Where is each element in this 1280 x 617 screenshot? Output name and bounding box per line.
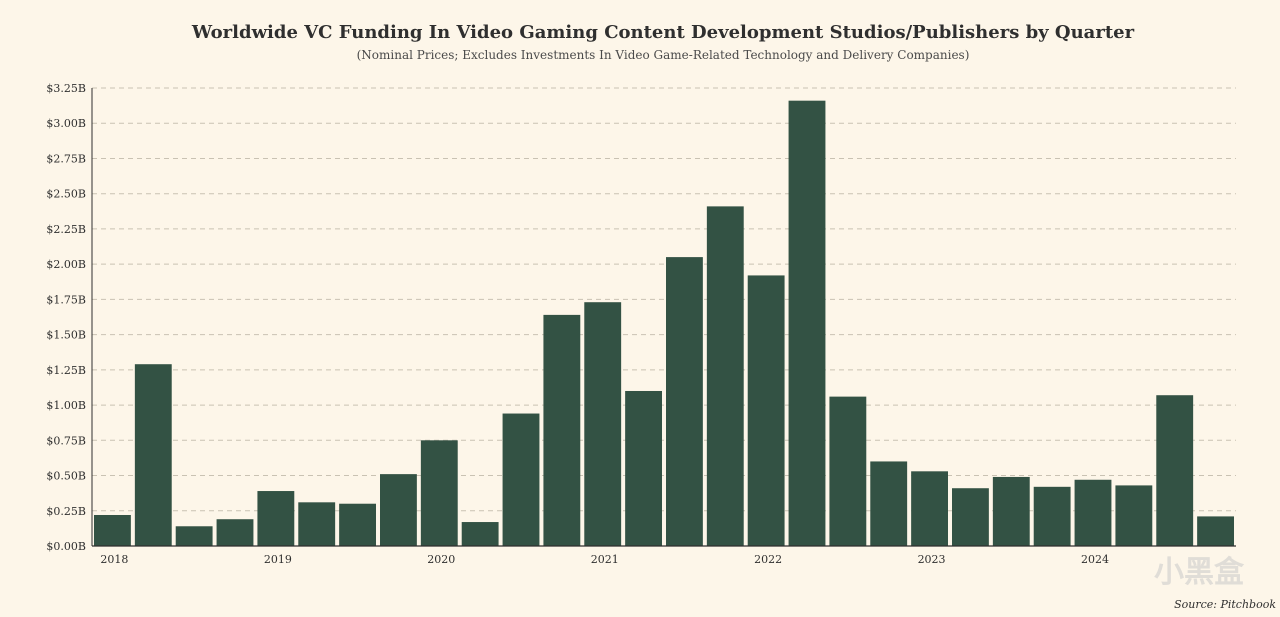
bar — [420, 440, 458, 546]
x-tick-label: 2019 — [264, 553, 292, 566]
bar — [502, 413, 540, 546]
y-tick-label: $3.25B — [46, 82, 86, 95]
y-tick-label: $2.50B — [46, 188, 86, 201]
bar — [829, 396, 867, 546]
x-tick-label: 2024 — [1081, 553, 1109, 566]
bar — [543, 314, 581, 546]
y-tick-label: $0.25B — [46, 505, 86, 518]
x-tick-label: 2021 — [591, 553, 619, 566]
bar — [380, 474, 417, 546]
bar — [1197, 516, 1234, 546]
watermark-logo: 小黑盒 — [1154, 555, 1244, 590]
y-tick-label: $3.00B — [46, 117, 86, 130]
bar — [1115, 485, 1153, 546]
bar — [911, 471, 948, 546]
y-tick-label: $1.25B — [46, 364, 86, 377]
y-tick-label: $0.50B — [46, 470, 86, 483]
chart-title: Worldwide VC Funding In Video Gaming Con… — [191, 22, 1135, 43]
bar — [706, 206, 744, 547]
bar — [339, 503, 376, 546]
bar — [870, 461, 908, 546]
bar — [461, 522, 499, 546]
y-tick-label: $0.00B — [46, 540, 86, 553]
bar — [992, 476, 1030, 546]
chart-subtitle: (Nominal Prices; Excludes Investments In… — [356, 48, 970, 62]
bar — [1156, 395, 1194, 546]
x-tick-label: 2023 — [918, 553, 946, 566]
y-tick-label: $2.00B — [46, 258, 86, 271]
bar — [94, 514, 131, 546]
y-tick-label: $2.25B — [46, 223, 86, 236]
y-tick-label: $1.00B — [46, 399, 86, 412]
bar — [788, 100, 826, 546]
bar — [257, 491, 295, 546]
x-tick-label: 2020 — [427, 553, 455, 566]
bar — [625, 390, 662, 546]
bar — [747, 275, 785, 546]
x-tick-label: 2018 — [100, 553, 128, 566]
x-tick-label: 2022 — [754, 553, 782, 566]
y-tick-label: $1.75B — [46, 293, 86, 306]
bar — [952, 488, 989, 546]
source-note: Source: Pitchbook — [1174, 598, 1276, 611]
bar — [1074, 479, 1112, 546]
bar — [584, 302, 622, 546]
bar — [175, 526, 213, 546]
bar — [134, 364, 172, 546]
bar — [1033, 486, 1071, 546]
bar — [298, 502, 336, 546]
bar — [666, 257, 703, 546]
y-tick-label: $2.75B — [46, 152, 86, 165]
y-tick-label: $0.75B — [46, 434, 86, 447]
y-tick-label: $1.50B — [46, 329, 86, 342]
bar — [216, 519, 254, 546]
